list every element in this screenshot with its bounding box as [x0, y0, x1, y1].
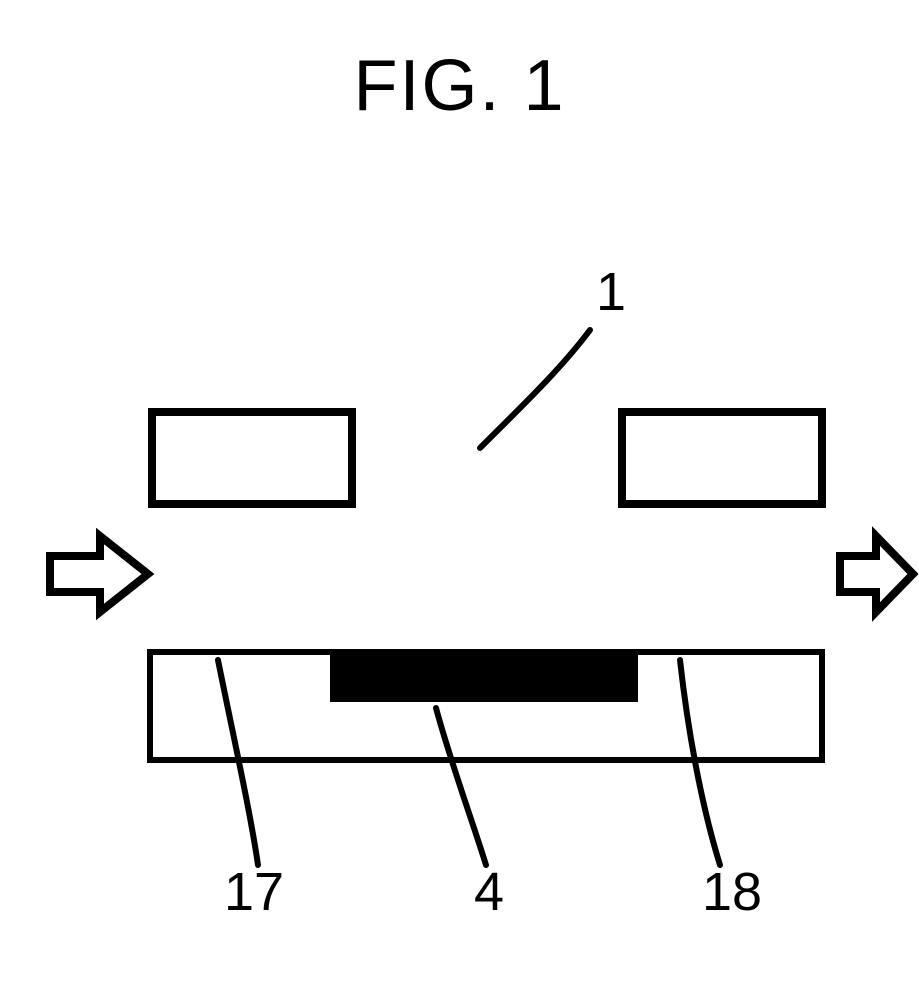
solid-block — [330, 652, 638, 702]
label-17: 17 — [224, 862, 284, 922]
label-4: 4 — [474, 862, 504, 922]
arrow-right — [840, 536, 913, 612]
label-1: 1 — [596, 262, 626, 322]
leader-1-curve — [480, 330, 590, 448]
label-18: 18 — [702, 862, 762, 922]
arrow-left — [50, 536, 148, 612]
diagram-svg: 1 17 4 18 — [0, 0, 919, 991]
leader-4-curve — [436, 708, 486, 865]
upper-block-left — [152, 412, 352, 504]
upper-block-right — [622, 412, 822, 504]
